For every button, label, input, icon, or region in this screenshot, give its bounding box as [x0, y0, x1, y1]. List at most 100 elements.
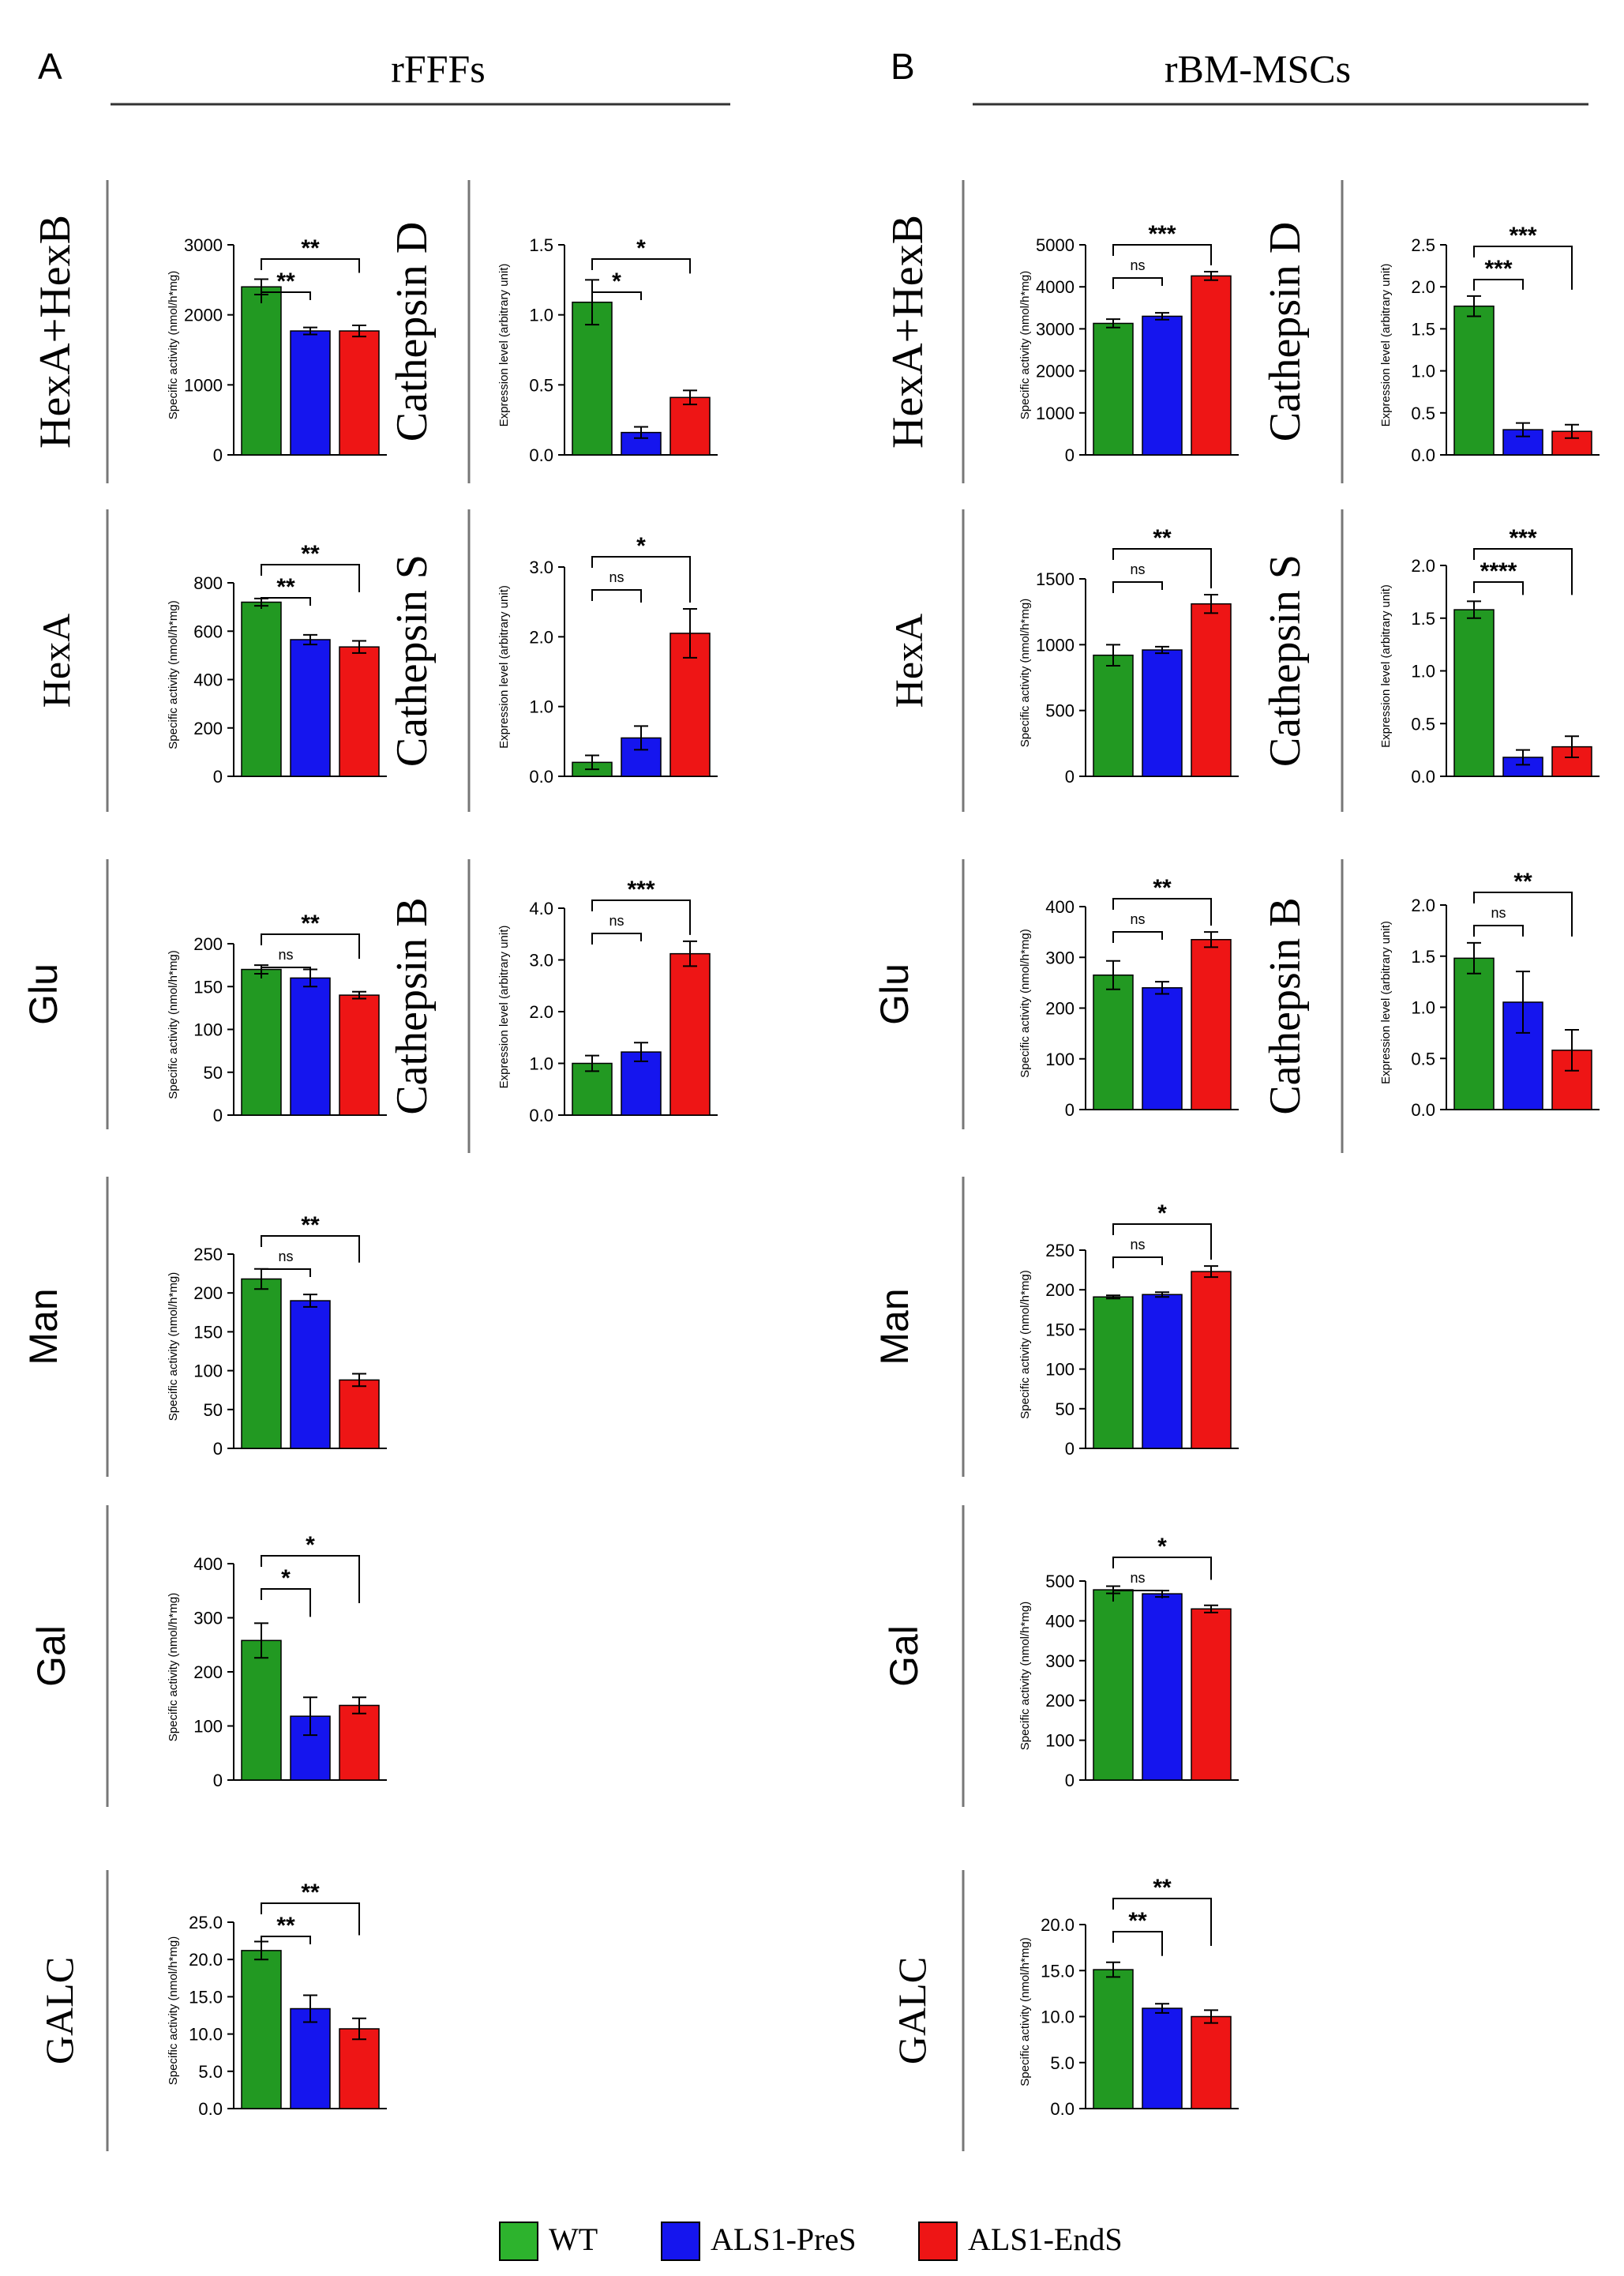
y-tick-label: 250: [193, 1245, 223, 1264]
significance-label: **: [1153, 525, 1172, 551]
significance-label: *: [636, 533, 646, 559]
chart-B-gal: Gal 0 100 200 300 400 500 Specific activity (nm…: [882, 1505, 1239, 1807]
bar-als1-ends: [339, 994, 380, 1116]
y-tick-label: 0: [213, 1106, 223, 1125]
bar-als1-ends: [339, 646, 380, 777]
y-tick-label: 3.0: [529, 558, 553, 577]
y-tick-label: 400: [1045, 1611, 1075, 1631]
y-tick-label: 10.0: [1041, 2007, 1075, 2027]
bar-als1-pres: [621, 1051, 662, 1116]
row-label: HexA: [34, 614, 78, 708]
significance-label: **: [1128, 1908, 1147, 1934]
bar-wt: [1093, 974, 1134, 1110]
bar-wt: [572, 1062, 613, 1116]
chart-B-hexahexb: HexA+HexB 0 1000 2000 3000 4000 5000 Specific a…: [883, 180, 1239, 483]
y-tick-label: 1000: [1036, 635, 1075, 655]
bar-wt: [241, 1278, 282, 1449]
y-axis-label: Specific activity (nmol/h*mg): [167, 1593, 180, 1741]
y-tick-label: 0: [213, 767, 223, 787]
significance-bracket: [1112, 581, 1163, 593]
significance-bracket: [261, 291, 311, 303]
bar-als1-ends: [1191, 1608, 1232, 1781]
y-tick-label: 0.0: [1411, 445, 1435, 465]
y-tick-label: 2.0: [1411, 277, 1435, 297]
significance-bracket: [1112, 548, 1212, 588]
significance-label: **: [301, 1212, 320, 1238]
y-tick-label: 0: [1065, 445, 1075, 465]
y-axis-label: Specific activity (nmol/h*mg): [1018, 929, 1032, 1077]
row-label: Gal: [882, 1625, 926, 1687]
y-tick-label: 1.5: [1411, 947, 1435, 967]
y-tick-label: 2.0: [529, 627, 553, 647]
significance-bracket: [1112, 1223, 1212, 1260]
bar-wt: [1093, 1589, 1134, 1781]
y-tick-label: 0.5: [529, 375, 553, 395]
significance-label: ns: [278, 1249, 293, 1264]
significance-label: ****: [1480, 558, 1517, 584]
row-label: Man: [872, 1288, 917, 1365]
significance-bracket: [261, 1268, 311, 1280]
row-label: Cathepsin B: [1261, 897, 1310, 1114]
y-tick-label: 50: [1056, 1399, 1075, 1419]
y-tick-label: 0.0: [198, 2099, 223, 2119]
bar-als1-ends: [339, 330, 380, 456]
y-tick-label: 4.0: [529, 899, 553, 918]
significance-bracket: [591, 258, 691, 274]
significance-bracket: [261, 258, 360, 273]
bar-wt: [1093, 1969, 1134, 2109]
row-label: Cathepsin D: [388, 222, 437, 441]
y-axis-label: Specific activity (nmol/h*mg): [167, 1936, 180, 2085]
significance-bracket: [1112, 1590, 1163, 1602]
y-tick-label: 4000: [1036, 277, 1075, 297]
significance-bracket: [1112, 931, 1163, 943]
bar-als1-ends: [339, 1379, 380, 1449]
y-tick-label: 150: [193, 1322, 223, 1342]
chart-A-galc: GALC 0.0 5.0 10.0 15.0 20.0 25.0 Specific activ…: [37, 1870, 387, 2151]
row-label: HexA+HexB: [31, 215, 80, 449]
y-tick-label: 0: [213, 1439, 223, 1459]
y-tick-label: 0: [1065, 1100, 1075, 1120]
row-label: Glu: [872, 963, 917, 1025]
significance-label: ***: [627, 877, 654, 903]
y-tick-label: 800: [193, 573, 223, 593]
y-tick-label: 250: [1045, 1241, 1075, 1260]
row-label: HexA+HexB: [883, 215, 932, 449]
significance-bracket: [261, 1555, 360, 1603]
significance-label: **: [301, 1880, 320, 1906]
chart-A-cats: Cathepsin S 0.0 1.0 2.0 3.0 Expression level …: [388, 509, 718, 812]
y-tick-label: 15.0: [1041, 1961, 1075, 1981]
bar-als1-ends: [1191, 603, 1232, 777]
significance-label: ns: [609, 569, 624, 585]
y-tick-label: 1.0: [529, 1054, 553, 1074]
bar-wt: [241, 1639, 282, 1781]
row-label: Cathepsin S: [388, 554, 437, 767]
significance-bracket: [261, 597, 311, 609]
significance-label: **: [301, 911, 320, 937]
chart-B-cats: Cathepsin S 0.0 0.5 1.0 1.5 2.0 Expression lev…: [1261, 509, 1600, 812]
bar-wt: [241, 601, 282, 777]
y-tick-label: 0.0: [1411, 767, 1435, 787]
y-tick-label: 150: [1045, 1320, 1075, 1339]
bar-als1-ends: [669, 396, 711, 456]
significance-label: **: [1513, 869, 1532, 895]
row-label: Cathepsin D: [1261, 222, 1310, 441]
y-tick-label: 50: [204, 1063, 223, 1083]
bar-wt: [241, 286, 282, 456]
y-axis-label: Specific activity (nmol/h*mg): [1018, 1602, 1032, 1750]
bar-als1-ends: [339, 2028, 380, 2109]
y-axis-label: Specific activity (nmol/h*mg): [1018, 1937, 1032, 2086]
significance-bracket: [1473, 892, 1573, 937]
bar-als1-ends: [1191, 2015, 1232, 2109]
significance-label: *: [306, 1532, 315, 1558]
significance-bracket: [261, 1902, 360, 1936]
bar-als1-pres: [290, 1300, 331, 1449]
y-tick-label: 0: [1065, 767, 1075, 787]
bar-als1-pres: [1142, 1294, 1183, 1449]
y-tick-label: 10.0: [189, 2025, 223, 2045]
y-tick-label: 100: [1045, 1731, 1075, 1751]
chart-A-catb: Cathepsin B 0.0 1.0 2.0 3.0 4.0 Expression lev…: [388, 859, 718, 1153]
y-tick-label: 300: [1045, 1651, 1075, 1671]
y-tick-label: 0.5: [1411, 1049, 1435, 1069]
y-tick-label: 2.0: [529, 1002, 553, 1022]
significance-label: ns: [1130, 257, 1145, 273]
